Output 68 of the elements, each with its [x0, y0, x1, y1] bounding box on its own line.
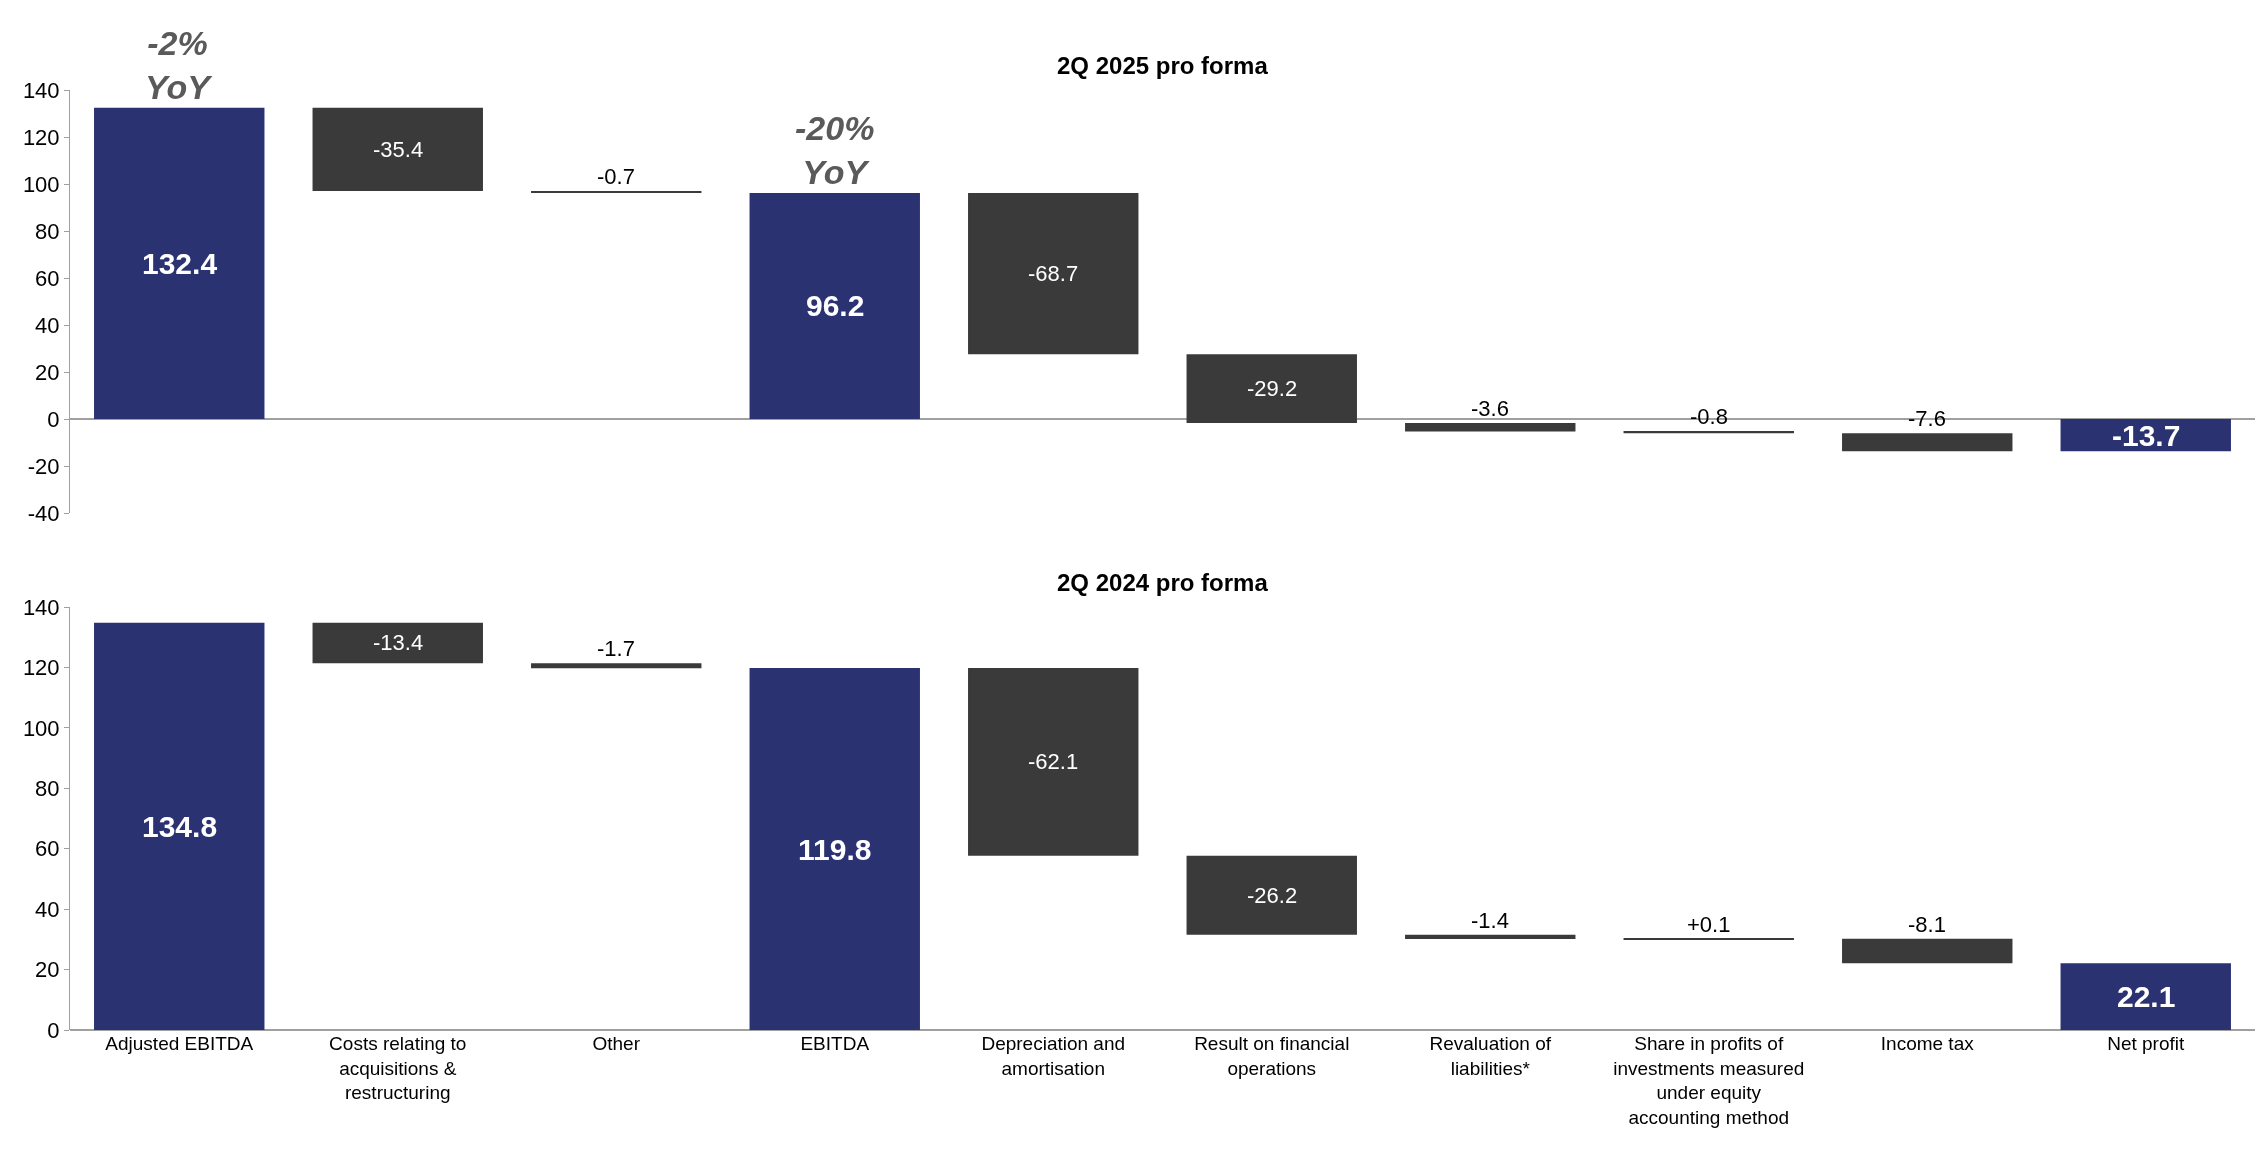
y-tick-label: 80: [35, 775, 60, 801]
bar: [1186, 855, 1357, 935]
bar: [2060, 963, 2231, 1030]
data-label: -13.4: [373, 630, 424, 655]
y-tick-label: 40: [35, 312, 60, 338]
data-label: -29.2: [1247, 376, 1298, 401]
y-tick-label: 140: [22, 77, 60, 103]
bar: [1405, 422, 1576, 432]
data-label: 134.8: [142, 810, 218, 843]
data-label: 132.4: [142, 247, 218, 280]
data-label: -26.2: [1247, 883, 1298, 908]
data-label: -1.7: [597, 636, 635, 661]
y-tick-label: 100: [22, 171, 60, 197]
y-tick-label: 40: [35, 896, 60, 922]
data-label: -13.7: [2112, 419, 2181, 452]
data-label: -35.4: [373, 137, 424, 162]
bar: [749, 668, 920, 1030]
data-label: 96.2: [806, 289, 865, 322]
data-label: -68.7: [1028, 261, 1079, 286]
x-tick-label: Income tax: [1880, 1033, 1975, 1054]
data-label: -0.8: [1690, 404, 1728, 429]
data-label: 119.8: [798, 833, 872, 866]
x-tick-label: Adjusted EBITDA: [105, 1033, 254, 1054]
bar: [749, 192, 920, 419]
y-tick-label: -40: [27, 500, 60, 526]
y-tick-label: 60: [35, 836, 60, 862]
x-tick-label: Share in profits of investments measured under equity accounting method: [1613, 1033, 1805, 1129]
bar: [1186, 354, 1357, 423]
data-label: -1.4: [1471, 908, 1509, 933]
data-label: -7.6: [1908, 406, 1946, 431]
x-tick-label: Result on financial operations: [1194, 1033, 1350, 1079]
bar: [1405, 934, 1576, 940]
bar: [968, 192, 1139, 355]
y-tick-label: 0: [47, 1017, 60, 1043]
bar: [531, 663, 702, 669]
bar: [1842, 433, 2013, 452]
data-label: -8.1: [1908, 912, 1946, 937]
bar: [94, 622, 265, 1030]
y-tick-label: 120: [22, 124, 60, 150]
chart-title: 2Q 2024 pro forma: [1057, 569, 1269, 596]
y-tick-label: 20: [35, 359, 60, 385]
x-tick-label: Revaluation of liabilities*: [1429, 1033, 1552, 1079]
bar: [312, 622, 483, 664]
x-tick-label: Net profit: [2107, 1033, 2186, 1054]
bar: [312, 107, 483, 192]
annotation: -2% YoY: [145, 24, 214, 107]
data-label: -0.7: [597, 164, 635, 189]
y-tick-label: -20: [27, 453, 60, 479]
y-tick-label: 80: [35, 218, 60, 244]
x-tick-label: Other: [592, 1033, 641, 1054]
x-tick-label: Costs relating to acquisitions & restructuring: [329, 1033, 467, 1104]
data-label: -62.1: [1028, 749, 1079, 774]
y-tick-label: 120: [22, 655, 60, 681]
data-label: 22.1: [2117, 980, 2176, 1013]
data-label: -3.6: [1471, 396, 1509, 421]
bar: [1842, 938, 2013, 964]
y-tick-label: 140: [22, 594, 60, 620]
x-tick-label: EBITDA: [800, 1033, 870, 1054]
bar: [94, 107, 265, 419]
y-tick-label: 100: [22, 715, 60, 741]
data-label: +0.1: [1687, 912, 1731, 937]
annotation: -20% YoY: [795, 109, 875, 192]
y-tick-label: 60: [35, 265, 60, 291]
y-tick-label: 0: [47, 406, 60, 432]
bar: [968, 668, 1139, 856]
chart-title: 2Q 2025 pro forma: [1057, 52, 1269, 79]
x-tick-label: Depreciation and amortisation: [981, 1033, 1126, 1079]
y-tick-label: 20: [35, 957, 60, 983]
